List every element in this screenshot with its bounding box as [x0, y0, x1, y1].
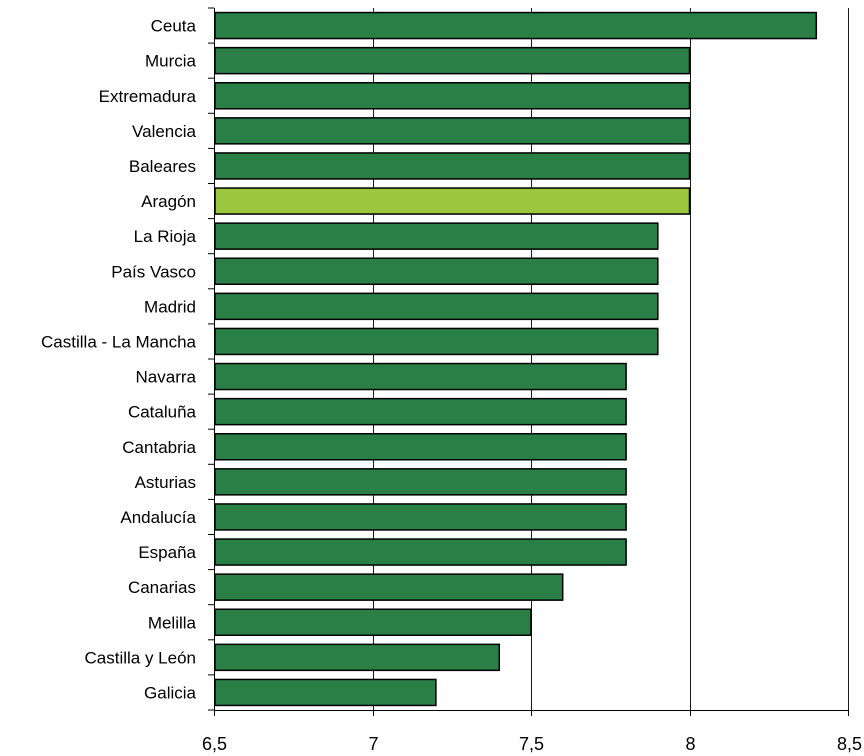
axes — [208, 7, 849, 716]
category-label-15: España — [138, 543, 196, 562]
category-label-8: Madrid — [144, 297, 196, 316]
x-tick-label-4: 8,5 — [837, 734, 862, 754]
category-label-14: Andalucía — [120, 508, 196, 527]
category-label-5: Aragón — [141, 192, 196, 211]
gridlines — [373, 8, 849, 710]
category-label-18: Castilla y León — [84, 648, 196, 667]
bar-19 — [214, 678, 437, 707]
bar-13 — [214, 468, 627, 496]
category-label-9: Castilla - La Mancha — [41, 332, 197, 351]
bar-10 — [214, 362, 627, 391]
bar-1 — [214, 46, 691, 75]
x-tick-labels: 6,5 7 7,5 8 8,5 — [202, 734, 862, 754]
category-label-10: Navarra — [136, 368, 197, 387]
x-tick-label-0: 6,5 — [202, 734, 227, 754]
x-tick-label-1: 7 — [368, 734, 378, 754]
bar-4 — [214, 152, 691, 180]
bars — [214, 11, 818, 707]
bar-9 — [214, 327, 659, 356]
category-label-7: País Vasco — [111, 262, 196, 281]
category-label-13: Asturias — [135, 473, 196, 492]
bar-12 — [214, 433, 627, 461]
category-label-6: La Rioja — [134, 227, 197, 246]
category-label-0: Ceuta — [151, 17, 197, 36]
bar-14 — [214, 503, 627, 531]
category-label-17: Melilla — [148, 613, 197, 632]
category-label-2: Extremadura — [99, 87, 197, 106]
category-label-4: Baleares — [129, 157, 196, 176]
x-tick-label-3: 8 — [685, 734, 695, 754]
bar-17 — [214, 608, 532, 636]
bar-3 — [214, 117, 691, 145]
category-labels: Ceuta Murcia Extremadura Valencia Baleares Ar… — [41, 17, 197, 703]
category-label-11: Cataluña — [128, 403, 197, 422]
bar-7 — [214, 257, 659, 285]
bar-5 — [214, 187, 691, 215]
bar-2 — [214, 82, 691, 110]
category-label-16: Canarias — [128, 578, 196, 597]
bar-11 — [214, 397, 627, 426]
category-label-1: Murcia — [145, 52, 197, 71]
bar-15 — [214, 538, 627, 566]
bar-8 — [214, 292, 659, 321]
category-label-19: Galicia — [144, 683, 197, 702]
bar-0 — [214, 11, 818, 40]
category-label-12: Cantabria — [122, 438, 196, 457]
bar-6 — [214, 222, 659, 250]
bar-16 — [214, 573, 564, 601]
bar-18 — [214, 643, 501, 672]
x-tick-label-2: 7,5 — [519, 734, 544, 754]
category-label-3: Valencia — [132, 122, 196, 141]
